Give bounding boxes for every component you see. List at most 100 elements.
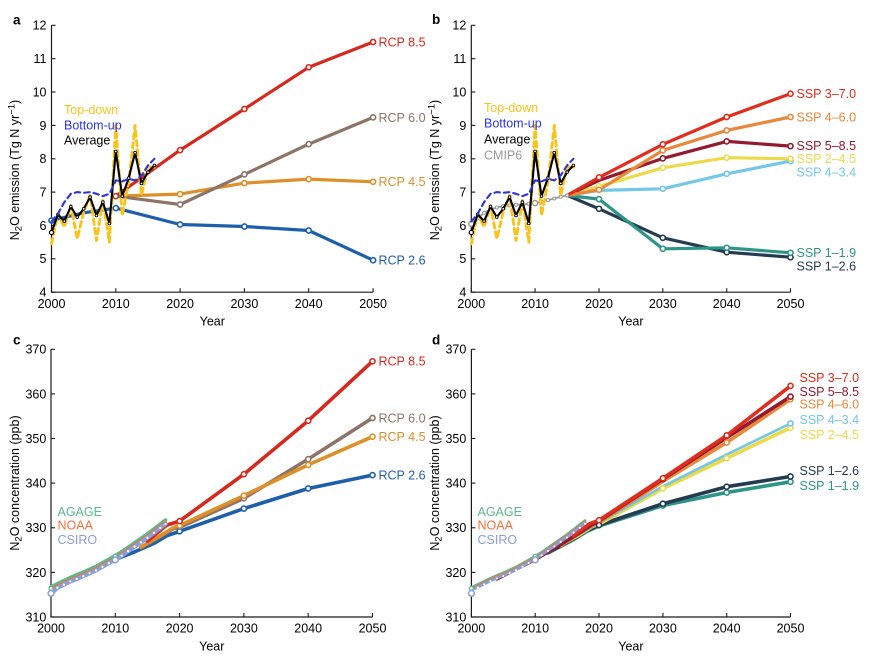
svg-text:SSP 4–6.0: SSP 4–6.0 — [797, 110, 857, 124]
svg-text:RCP 6.0: RCP 6.0 — [379, 411, 426, 425]
svg-text:2010: 2010 — [102, 297, 130, 311]
svg-text:370: 370 — [445, 343, 466, 357]
svg-text:4: 4 — [459, 286, 466, 300]
svg-text:2020: 2020 — [166, 297, 194, 311]
svg-text:Top-down: Top-down — [484, 101, 538, 115]
svg-text:NOAA: NOAA — [58, 519, 94, 533]
svg-text:320: 320 — [25, 566, 46, 580]
svg-text:SSP 4–3.4: SSP 4–3.4 — [797, 166, 857, 180]
svg-text:11: 11 — [453, 52, 466, 66]
svg-text:SSP 5–8.5: SSP 5–8.5 — [800, 385, 860, 399]
svg-text:RCP 6.0: RCP 6.0 — [379, 111, 426, 125]
svg-text:SSP 4–6.0: SSP 4–6.0 — [800, 398, 860, 412]
svg-text:6: 6 — [40, 219, 47, 233]
svg-text:RCP 8.5: RCP 8.5 — [379, 35, 426, 49]
svg-text:5: 5 — [459, 252, 466, 266]
svg-text:Year: Year — [618, 315, 643, 329]
svg-text:2020: 2020 — [585, 622, 613, 636]
svg-text:330: 330 — [25, 521, 46, 535]
svg-text:12: 12 — [33, 19, 47, 33]
svg-text:AGAGE: AGAGE — [478, 505, 522, 519]
svg-text:SSP 1–2.6: SSP 1–2.6 — [797, 260, 857, 274]
svg-text:CSIRO: CSIRO — [478, 533, 518, 547]
svg-text:Average: Average — [64, 134, 110, 148]
svg-text:2050: 2050 — [777, 622, 805, 636]
svg-text:2010: 2010 — [101, 622, 129, 636]
svg-text:9: 9 — [40, 119, 47, 133]
svg-text:Year: Year — [618, 640, 643, 654]
svg-text:2000: 2000 — [457, 297, 485, 311]
svg-text:NOAA: NOAA — [478, 519, 514, 533]
svg-text:c: c — [13, 333, 21, 348]
svg-text:2010: 2010 — [521, 297, 549, 311]
svg-text:360: 360 — [445, 387, 466, 401]
svg-text:SSP 5–8.5: SSP 5–8.5 — [797, 139, 857, 153]
svg-text:Bottom-up: Bottom-up — [64, 119, 122, 133]
svg-text:CSIRO: CSIRO — [58, 533, 98, 547]
svg-text:2020: 2020 — [585, 297, 613, 311]
svg-text:2040: 2040 — [294, 622, 322, 636]
svg-text:2000: 2000 — [457, 622, 485, 636]
svg-text:8: 8 — [459, 152, 466, 166]
svg-text:2040: 2040 — [713, 297, 741, 311]
svg-text:2040: 2040 — [713, 622, 741, 636]
svg-text:350: 350 — [445, 432, 466, 446]
svg-text:5: 5 — [40, 252, 47, 266]
svg-text:SSP 3–7.0: SSP 3–7.0 — [797, 87, 857, 101]
svg-text:340: 340 — [445, 477, 466, 491]
svg-text:4: 4 — [40, 286, 47, 300]
svg-text:310: 310 — [25, 610, 46, 624]
svg-text:Average: Average — [484, 133, 530, 147]
svg-text:RCP 4.5: RCP 4.5 — [379, 430, 426, 444]
svg-text:SSP 1–2.6: SSP 1–2.6 — [800, 464, 860, 478]
svg-text:9: 9 — [459, 119, 466, 133]
svg-text:SSP 4–3.4: SSP 4–3.4 — [800, 413, 860, 427]
svg-text:SSP 3–7.0: SSP 3–7.0 — [800, 371, 860, 385]
svg-text:320: 320 — [445, 566, 466, 580]
svg-text:7: 7 — [40, 186, 47, 200]
svg-text:7: 7 — [459, 186, 466, 200]
svg-text:2000: 2000 — [38, 297, 66, 311]
svg-text:2040: 2040 — [295, 297, 323, 311]
svg-text:SSP 2–4.5: SSP 2–4.5 — [800, 428, 860, 442]
svg-text:CMIP6: CMIP6 — [484, 149, 522, 163]
svg-text:350: 350 — [25, 432, 46, 446]
svg-text:SSP 2–4.5: SSP 2–4.5 — [797, 152, 857, 166]
svg-text:2010: 2010 — [521, 622, 549, 636]
svg-text:SSP 1–1.9: SSP 1–1.9 — [797, 246, 857, 260]
svg-text:Year: Year — [199, 640, 224, 654]
svg-text:330: 330 — [445, 521, 466, 535]
svg-text:11: 11 — [34, 52, 47, 66]
svg-text:N2O emission (Tg N yr−1): N2O emission (Tg N yr−1) — [426, 100, 444, 240]
svg-text:Top-down: Top-down — [64, 103, 118, 117]
svg-text:2000: 2000 — [37, 622, 65, 636]
svg-text:2050: 2050 — [359, 297, 387, 311]
svg-text:N2O concentration (ppb): N2O concentration (ppb) — [8, 415, 25, 550]
svg-text:d: d — [432, 332, 440, 347]
svg-text:SSP 1–1.9: SSP 1–1.9 — [800, 479, 860, 493]
svg-text:310: 310 — [445, 610, 466, 624]
svg-text:2050: 2050 — [777, 297, 805, 311]
svg-text:b: b — [432, 12, 440, 27]
svg-text:10: 10 — [33, 85, 47, 99]
svg-text:N2O concentration (ppb): N2O concentration (ppb) — [428, 415, 445, 550]
svg-text:N2O emission (Tg N yr−1): N2O emission (Tg N yr−1) — [7, 100, 25, 240]
svg-text:340: 340 — [25, 477, 46, 491]
svg-text:10: 10 — [452, 85, 466, 99]
svg-text:360: 360 — [25, 387, 46, 401]
svg-text:370: 370 — [25, 343, 46, 357]
svg-text:6: 6 — [459, 219, 466, 233]
svg-text:RCP 8.5: RCP 8.5 — [379, 355, 426, 369]
svg-text:2020: 2020 — [166, 622, 194, 636]
svg-text:2030: 2030 — [230, 297, 258, 311]
svg-text:RCP 4.5: RCP 4.5 — [379, 175, 426, 189]
svg-text:Bottom-up: Bottom-up — [484, 117, 542, 131]
svg-text:2030: 2030 — [230, 622, 258, 636]
svg-text:Year: Year — [200, 315, 225, 329]
svg-text:AGAGE: AGAGE — [58, 505, 102, 519]
svg-text:8: 8 — [40, 152, 47, 166]
svg-text:2030: 2030 — [649, 297, 677, 311]
svg-text:RCP 2.6: RCP 2.6 — [379, 469, 426, 483]
svg-text:2030: 2030 — [649, 622, 677, 636]
svg-text:2050: 2050 — [359, 622, 387, 636]
